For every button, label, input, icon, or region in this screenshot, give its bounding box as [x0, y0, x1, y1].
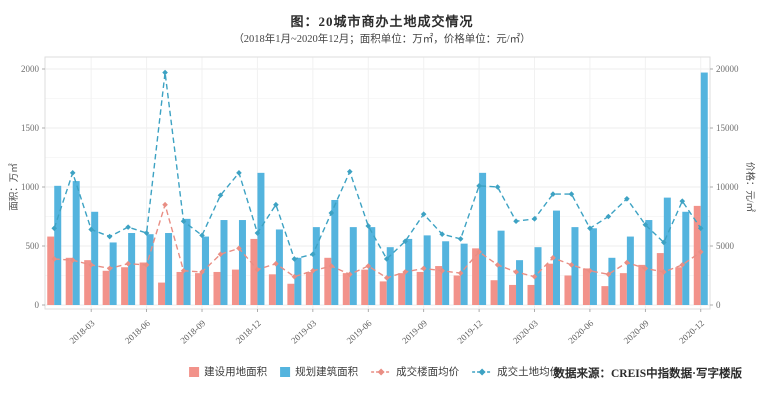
svg-text:500: 500: [26, 241, 40, 251]
chart-footer: 建设用地面积 规划建筑面积 成交楼面均价 成交土地均价 数: [0, 361, 764, 401]
teal-dashed-line-marker-icon: [472, 368, 493, 375]
legend-label: 成交楼面均价: [396, 367, 460, 378]
svg-text:面积：万㎡: 面积：万㎡: [8, 163, 20, 211]
svg-text:20000: 20000: [716, 64, 739, 74]
pink-bar-swatch-icon: [189, 366, 200, 377]
data-source-note: 数据来源：CREIS中指数据·写字楼版: [553, 368, 743, 380]
legend-item-construction-land-area: 建设用地面积: [189, 364, 267, 379]
svg-text:2019-12: 2019-12: [455, 318, 484, 346]
legend-label: 成交土地均价: [497, 367, 561, 378]
chart-subtitle: （2018年1月~2020年12月；面积单位：万㎡，价格单位：元/㎡）: [233, 34, 531, 45]
svg-text:2020-06: 2020-06: [566, 318, 595, 346]
svg-text:2018-06: 2018-06: [123, 318, 152, 346]
svg-text:0: 0: [716, 300, 721, 310]
svg-text:2019-03: 2019-03: [289, 318, 318, 346]
svg-text:15000: 15000: [716, 123, 739, 133]
svg-text:1000: 1000: [21, 182, 40, 192]
svg-text:10000: 10000: [716, 182, 739, 192]
svg-text:5000: 5000: [716, 241, 735, 251]
svg-text:2020-12: 2020-12: [677, 318, 706, 346]
svg-text:2000: 2000: [21, 64, 40, 74]
legend-label: 规划建筑面积: [295, 367, 359, 378]
legend-item-avg-land-price: 成交土地均价: [472, 364, 560, 379]
svg-text:2020-09: 2020-09: [622, 318, 651, 346]
svg-text:价格：元/㎡: 价格：元/㎡: [744, 162, 756, 213]
chart-legend: 建设用地面积 规划建筑面积 成交楼面均价 成交土地均价: [189, 364, 560, 379]
svg-text:2018-12: 2018-12: [234, 318, 263, 346]
chart-title: 图：20城市商办土地成交情况: [290, 14, 474, 29]
pink-dashed-line-marker-icon: [371, 368, 392, 375]
blue-bar-swatch-icon: [280, 366, 291, 377]
svg-text:0: 0: [35, 300, 40, 310]
svg-text:1500: 1500: [21, 123, 40, 133]
legend-item-planned-building-area: 规划建筑面积: [280, 364, 358, 379]
legend-label: 建设用地面积: [204, 367, 268, 378]
svg-text:2020-03: 2020-03: [511, 318, 540, 346]
svg-text:2019-09: 2019-09: [400, 318, 429, 346]
svg-text:2018-09: 2018-09: [178, 318, 207, 346]
legend-item-avg-floor-price: 成交楼面均价: [371, 364, 459, 379]
svg-text:2018-03: 2018-03: [68, 318, 97, 346]
svg-text:2019-06: 2019-06: [345, 318, 374, 346]
